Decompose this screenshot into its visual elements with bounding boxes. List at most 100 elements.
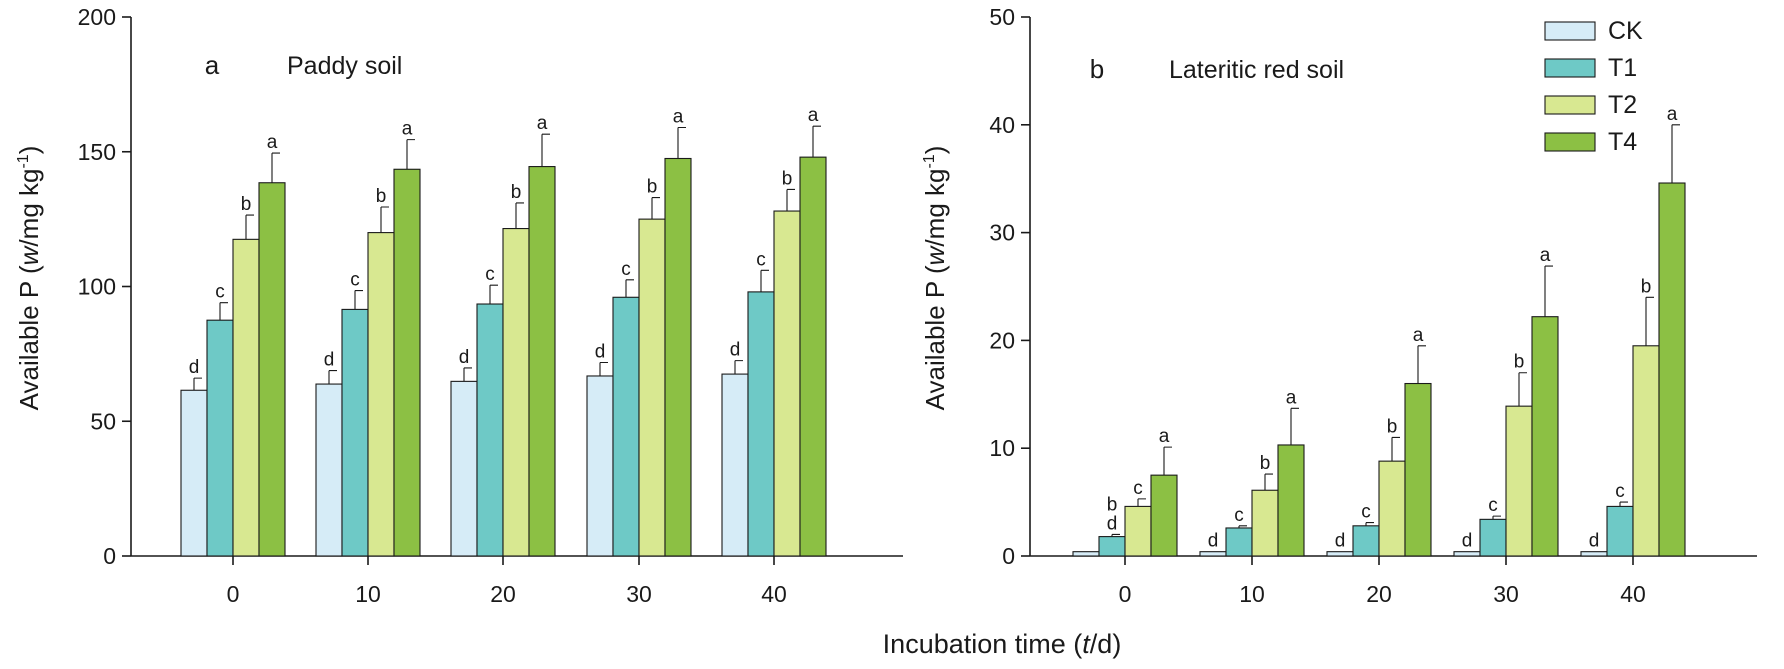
panel-a-bar-t2-30 bbox=[638, 218, 666, 557]
panel-a-bar-t4-40 bbox=[799, 156, 827, 557]
panel-a-bar-t2-0 bbox=[232, 238, 260, 557]
panel-a-bar-ck-30 bbox=[586, 375, 614, 557]
panel-b-sig-letter: a bbox=[1667, 104, 1678, 125]
panel-b-sig-letter: c bbox=[1133, 478, 1143, 499]
panel-b-title: Lateritic red soil bbox=[1169, 56, 1344, 84]
panel-b-bar-t4-20 bbox=[1404, 382, 1432, 557]
panel-a-y-tick-label: 150 bbox=[78, 139, 116, 165]
panel-b-errorbar-t2-30 bbox=[1518, 372, 1527, 407]
panel-b-errorbar-t2-0 bbox=[1137, 498, 1146, 507]
panel-a-errorbar-ck-0 bbox=[193, 377, 202, 391]
legend-label-t1: T1 bbox=[1608, 54, 1637, 82]
panel-a-sig-letter: d bbox=[324, 350, 335, 371]
panel-a-sig-letter: c bbox=[756, 249, 766, 270]
panel-b-errorbar-t4-40 bbox=[1671, 124, 1680, 184]
panel-a-sig-letter: a bbox=[808, 105, 819, 126]
panel-b-errorbar-t1-30 bbox=[1492, 515, 1501, 520]
panel-a-errorbar-t4-20 bbox=[541, 133, 550, 167]
panel-b-bar-t2-30 bbox=[1505, 405, 1533, 557]
panel-a-bar-ck-20 bbox=[450, 380, 478, 557]
panel-a-errorbar-ck-10 bbox=[328, 370, 337, 385]
panel-b-bar-t4-30 bbox=[1531, 316, 1559, 557]
panel-b-errorbar-t4-0 bbox=[1163, 446, 1172, 476]
panel-b-errorbar-t4-30 bbox=[1544, 265, 1553, 317]
panel-b-bar-t1-20 bbox=[1352, 525, 1380, 557]
panel-a-errorbar-t1-20 bbox=[489, 284, 498, 305]
panel-b-x-tick-label: 30 bbox=[1493, 581, 1519, 607]
panel-b-sig-letter: b bbox=[1514, 352, 1525, 373]
panel-a-sig-letter: d bbox=[730, 340, 741, 361]
panel-b-y-tick-label: 20 bbox=[989, 327, 1015, 353]
panel-a-bar-t4-0 bbox=[258, 182, 286, 557]
panel-b-y-tick-label: 30 bbox=[989, 220, 1015, 246]
panel-a-sig-letter: c bbox=[350, 270, 360, 291]
panel-a-errorbar-ck-20 bbox=[463, 367, 472, 382]
panel-b-bar-t2-0 bbox=[1124, 505, 1152, 557]
panel-b-sig-letter: c bbox=[1234, 505, 1244, 526]
panel-a-errorbar-ck-40 bbox=[734, 360, 743, 375]
panel-a-bar-t2-40 bbox=[773, 210, 801, 557]
legend-swatch-t2 bbox=[1544, 95, 1596, 115]
panel-a-sig-letter: b bbox=[376, 186, 387, 207]
panel-b-bar-t2-10 bbox=[1251, 489, 1279, 557]
panel-a-bar-t4-30 bbox=[664, 157, 692, 557]
panel-b-bar-t4-0 bbox=[1150, 474, 1178, 557]
panel-a-errorbar-t2-10 bbox=[380, 206, 389, 233]
panel-b-sig-letter: d bbox=[1208, 531, 1219, 552]
panel-b-x-tick-label: 20 bbox=[1366, 581, 1392, 607]
panel-a-title: Paddy soil bbox=[287, 52, 402, 80]
panel-a-bar-t1-30 bbox=[612, 296, 640, 557]
panel-a-sig-letter: d bbox=[595, 341, 606, 362]
panel-a-bar-t2-10 bbox=[367, 232, 395, 557]
panel-b-x-tick-label: 0 bbox=[1119, 581, 1132, 607]
panel-b-sig-letter: b bbox=[1387, 416, 1398, 437]
legend-swatch-t1 bbox=[1544, 58, 1596, 78]
panel-a-sig-letter: c bbox=[485, 264, 495, 285]
panel-a-y-tick-label: 50 bbox=[90, 408, 116, 434]
panel-b-bar-t1-40 bbox=[1606, 505, 1634, 557]
panel-a-errorbar-t1-10 bbox=[354, 289, 363, 310]
legend-label-t4: T4 bbox=[1608, 128, 1637, 156]
panel-b-bar-t1-0 bbox=[1098, 536, 1126, 557]
legend: CK T1 T2 T4 bbox=[1544, 17, 1643, 156]
panel-a-bar-t1-10 bbox=[341, 308, 369, 557]
panel-a-sig-letter: b bbox=[241, 194, 252, 215]
panel-b-bar-t1-10 bbox=[1225, 527, 1253, 557]
panel-a-bar-t2-20 bbox=[502, 228, 530, 557]
panel-a-plot: 0 50 100 150 200 0 10 20 30 40 d d d d d c c c c c b b b b b a a a a… bbox=[78, 4, 903, 607]
panel-a-sig-letter: d bbox=[459, 347, 470, 368]
panel-a-errorbar-t4-30 bbox=[677, 126, 686, 159]
panel-b-errorbar-t1-0 bbox=[1111, 533, 1120, 537]
panel-b-y-tick-label: 50 bbox=[989, 4, 1015, 30]
panel-a-errorbar-t2-20 bbox=[515, 202, 524, 229]
panel-b-sig-letter: d bbox=[1462, 531, 1473, 552]
panel-b-bar-ck-10 bbox=[1199, 551, 1227, 557]
panel-b-sig-letter: b bbox=[1260, 453, 1271, 474]
panel-a-errorbar-t4-40 bbox=[812, 125, 821, 158]
panel-a-sig-letter: a bbox=[267, 132, 278, 153]
panel-a-y-tick-label: 200 bbox=[78, 4, 116, 30]
panel-a-errorbar-t4-0 bbox=[271, 152, 280, 183]
legend-label-t2: T2 bbox=[1608, 91, 1637, 119]
panel-b-sig-letter: a bbox=[1159, 426, 1170, 447]
panel-b-sig-letter: b bbox=[1641, 276, 1652, 297]
panel-a-errorbar-t4-10 bbox=[406, 139, 415, 170]
panel-b-y-tick-label: 40 bbox=[989, 112, 1015, 138]
panel-b-errorbar-t1-40 bbox=[1619, 501, 1628, 507]
panel-a-sig-letter: b bbox=[511, 182, 522, 203]
panel-a-sig-letter: c bbox=[621, 259, 631, 280]
panel-a-y-axis-label: Available P (w/mg kg-1) bbox=[14, 146, 44, 411]
panel-b-errorbar-t4-20 bbox=[1417, 345, 1426, 384]
panel-a-sig-letter: b bbox=[647, 177, 658, 198]
panel-b-sig-letter-extra: b bbox=[1107, 494, 1118, 515]
legend-swatch-ck bbox=[1544, 21, 1596, 41]
panel-a-bar-ck-10 bbox=[315, 383, 343, 557]
panel-b-bar-ck-0 bbox=[1072, 551, 1100, 557]
panel-a-bar-t1-40 bbox=[747, 291, 775, 557]
panel-b-errorbar-t2-40 bbox=[1645, 296, 1654, 346]
panel-b-bar-t4-40 bbox=[1658, 182, 1686, 557]
panel-a-sig-letter: a bbox=[402, 119, 413, 140]
panel-b-sig-letter: a bbox=[1540, 245, 1551, 266]
